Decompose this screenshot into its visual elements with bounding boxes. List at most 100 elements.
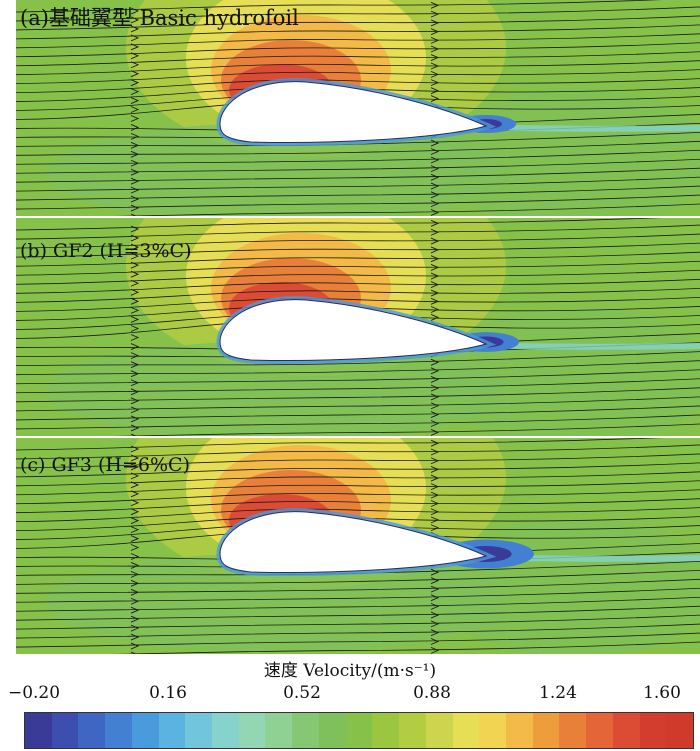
colorbar-segment [639, 713, 667, 748]
panel-gf3-hydrofoil: (c) GF3 (H=6%C) [16, 438, 700, 654]
streamline-arrow [430, 457, 440, 465]
colorbar-tick: 0.52 [283, 683, 321, 703]
colorbar-segment [105, 713, 132, 748]
streamline-arrow [430, 70, 440, 78]
streamline-arrow [130, 570, 140, 578]
hydrofoil-shape [219, 511, 488, 573]
streamline-arrow [130, 316, 140, 323]
streamline-arrow [430, 272, 440, 280]
streamline-arrow [430, 148, 440, 155]
streamline-arrow [430, 165, 440, 173]
streamline-arrow [130, 213, 137, 216]
streamline-arrow [430, 638, 440, 645]
streamline-arrow [430, 629, 440, 637]
streamline-arrow [430, 182, 440, 190]
streamline-arrow [130, 279, 140, 287]
streamline-arrow [130, 88, 140, 96]
streamline-arrow [130, 535, 140, 542]
colorbar-segment [265, 713, 293, 748]
colorbar-segment [185, 713, 213, 748]
streamline [16, 498, 700, 514]
streamline [16, 269, 700, 285]
streamline-arrow [430, 62, 440, 70]
streamline [16, 0, 663, 13]
streamline-arrow [430, 79, 440, 87]
panel-basic-hydrofoil: (a)基础翼型 Basic hydrofoil [16, 0, 700, 216]
streamline [16, 480, 700, 496]
streamline-arrow [430, 516, 440, 524]
streamline [16, 51, 700, 67]
streamline [114, 423, 700, 436]
streamline-arrow [130, 553, 140, 560]
streamline [16, 60, 700, 76]
panel-label: (c) GF3 (H=6%C) [20, 454, 190, 476]
streamline-arrow [130, 225, 140, 233]
streamline-arrow [430, 28, 440, 36]
streamline-arrow [430, 139, 440, 147]
streamline-arrow [430, 87, 440, 95]
streamline-arrow [430, 524, 440, 532]
streamline-arrow [130, 52, 140, 60]
streamline-arrow [130, 204, 140, 212]
streamline-arrow [130, 463, 140, 471]
streamline [16, 224, 700, 240]
streamline-arrow [430, 255, 440, 263]
colorbar-tick: 0.88 [413, 683, 451, 703]
streamline-arrow [430, 1, 440, 9]
streamline-arrow [130, 588, 140, 596]
streamline-arrow [130, 633, 140, 641]
colorbar-segment [318, 713, 346, 748]
streamline [16, 632, 700, 648]
streamline-arrow [130, 195, 140, 203]
streamline [16, 296, 700, 312]
streamline-arrow [130, 499, 140, 507]
streamline-arrow [430, 358, 440, 366]
streamline-arrow [130, 115, 140, 122]
streamline-arrow [130, 177, 140, 185]
streamline-arrow [130, 454, 140, 462]
streamline-arrow [430, 281, 440, 289]
streamline-arrow [430, 384, 440, 392]
streamline-arrow [130, 397, 140, 405]
streamline-arrow [130, 642, 140, 650]
streamline-arrow [130, 615, 140, 623]
streamline-arrow [130, 168, 140, 176]
streamline [16, 251, 700, 267]
streamline-arrow [130, 562, 140, 569]
streamline-arrow [130, 25, 140, 33]
streamline [16, 438, 663, 451]
streamline-arrow [130, 297, 140, 305]
streamline-arrow [430, 508, 440, 516]
streamline-arrow [130, 517, 140, 525]
streamline-arrow [430, 10, 440, 18]
streamline [16, 623, 700, 639]
streamline-arrow [430, 367, 440, 375]
streamline-arrow [130, 243, 140, 251]
streamline-arrow [430, 577, 440, 585]
streamline-arrow [130, 16, 140, 24]
velocity-zone [46, 553, 506, 653]
streamline-arrow [130, 270, 140, 278]
streamline [16, 233, 700, 249]
streamline-arrow [430, 200, 440, 208]
colorbar-segment [532, 713, 560, 748]
streamline-arrow [430, 568, 440, 576]
colorbar [24, 712, 694, 749]
colorbar-segment [345, 713, 373, 748]
streamline [16, 462, 700, 478]
colorbar-segment [612, 713, 640, 748]
colorbar-segment [452, 713, 480, 748]
streamline-arrow [430, 500, 440, 507]
colorbar-segment [158, 713, 186, 748]
streamline-arrow [130, 252, 140, 260]
streamline-arrow [130, 124, 140, 131]
streamline [16, 489, 700, 505]
streamline [16, 405, 700, 421]
streamline-arrow [130, 306, 140, 314]
streamline-arrow [130, 481, 140, 489]
streamline-arrow [430, 219, 440, 227]
streamline-arrow [130, 472, 140, 480]
streamline-arrow [430, 585, 440, 593]
streamline [16, 614, 700, 630]
streamline-arrow [430, 246, 440, 254]
